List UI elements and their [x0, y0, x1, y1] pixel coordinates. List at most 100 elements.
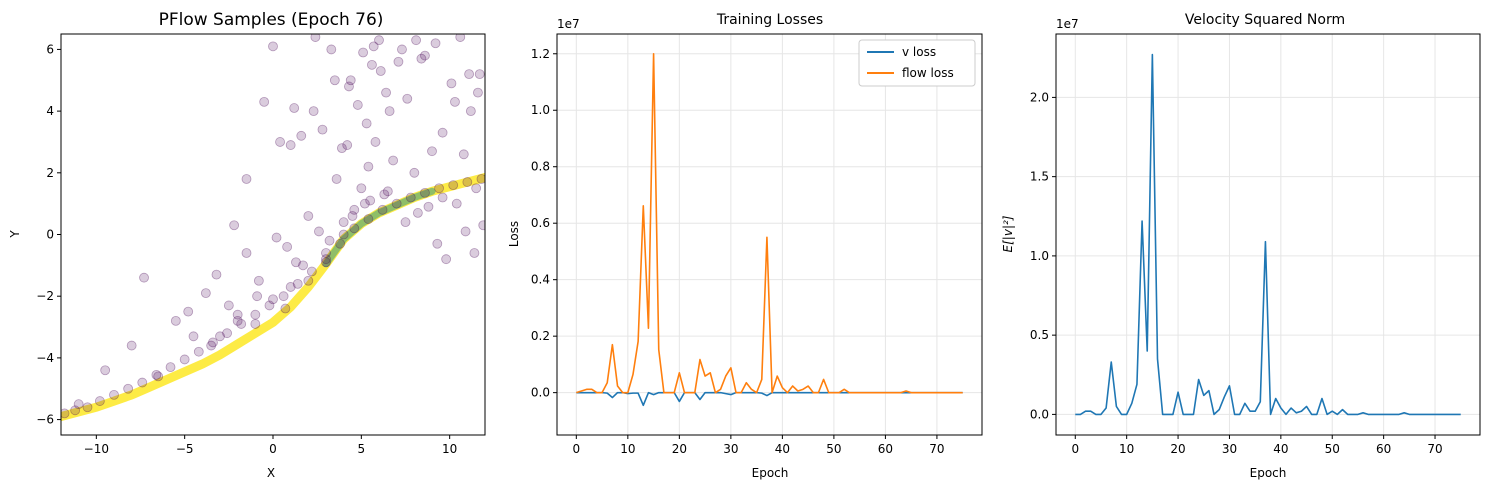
scatter-point	[179, 354, 190, 365]
scatter-point	[211, 269, 222, 280]
scatter-point	[271, 232, 282, 243]
scatter-point	[478, 220, 485, 231]
scatter-point	[321, 248, 331, 258]
scatter-point	[358, 47, 369, 58]
scatter-point	[345, 75, 356, 86]
velocity-xtick-label: 10	[1119, 442, 1134, 456]
density-band-teal	[322, 187, 436, 268]
loss-ytick-label: 1.2	[531, 47, 550, 61]
scatter-point	[321, 254, 331, 265]
scatter-point	[384, 106, 395, 117]
velocity-xtick-label: 40	[1273, 442, 1288, 456]
scatter-point	[382, 186, 393, 197]
scatter-point	[455, 34, 466, 42]
scatter-point	[193, 346, 204, 357]
velocity-xlabel: Epoch	[1250, 466, 1287, 480]
scatter-point	[363, 214, 374, 224]
scatter-point	[331, 174, 342, 184]
velocity-xtick-label: 0	[1071, 442, 1079, 456]
scatter-point	[200, 288, 211, 299]
scatter-point	[324, 235, 335, 246]
velocity-offset-label: 1e7	[1056, 17, 1079, 31]
scatter-point	[241, 174, 252, 184]
legend-label-v-loss: v loss	[902, 45, 936, 59]
loss-axes-frame	[556, 33, 983, 436]
scatter-point	[310, 34, 321, 42]
scatter-point	[344, 81, 354, 92]
velocity-title: Velocity Squared Norm	[1185, 12, 1345, 28]
loss-ylabel: Loss	[507, 221, 521, 247]
velocity-xtick-label: 20	[1170, 442, 1185, 456]
velocity-series-line-0	[1075, 53, 1461, 416]
scatter-point	[137, 377, 148, 388]
loss-ytick-label: 0.4	[531, 273, 550, 287]
scatter-point	[314, 226, 324, 237]
loss-title: Training Losses	[716, 12, 823, 28]
scatter-point	[236, 319, 247, 329]
scatter-point	[416, 53, 427, 64]
scatter-point	[361, 118, 372, 129]
scatter-point	[409, 167, 420, 178]
velocity-xtick-label: 60	[1376, 442, 1391, 456]
scatter-point	[434, 183, 444, 194]
scatter-point	[278, 291, 289, 302]
scatter-point	[473, 87, 483, 98]
scatter-ytick-label: 4	[46, 104, 54, 118]
scatter-point	[206, 340, 217, 351]
scatter-xtick-label: −5	[176, 442, 194, 456]
scatter-point	[241, 248, 252, 258]
scatter-point	[215, 331, 225, 342]
scatter-point	[391, 198, 402, 209]
velocity-xtick-label: 50	[1325, 442, 1340, 456]
scatter-point	[306, 266, 317, 277]
scatter-point	[250, 309, 261, 320]
scatter-point	[336, 143, 347, 154]
scatter-point	[420, 187, 430, 198]
loss-xtick-label: 50	[826, 442, 841, 456]
scatter-point	[381, 87, 391, 98]
scatter-point	[165, 362, 176, 373]
scatter-point	[450, 96, 460, 107]
scatter-point	[441, 254, 452, 265]
loss-xtick-label: 70	[929, 442, 944, 456]
scatter-point	[347, 211, 358, 221]
scatter-point	[420, 50, 430, 61]
scatter-ytick-label: 2	[46, 166, 54, 180]
scatter-point	[329, 75, 340, 86]
scatter-point	[223, 300, 234, 311]
scatter-point	[317, 124, 328, 135]
velocity-xtick-label: 70	[1427, 442, 1442, 456]
loss-offset-label: 1e7	[557, 17, 580, 31]
scatter-point	[367, 59, 377, 70]
scatter-point	[61, 408, 70, 419]
scatter-point	[303, 211, 314, 221]
loss-ytick-label: 1.0	[531, 103, 550, 117]
loss-series-line-flow-loss	[576, 52, 963, 394]
scatter-point	[469, 248, 480, 258]
scatter-point	[349, 204, 360, 215]
scatter-point	[397, 44, 407, 55]
scatter-ytick-label: −2	[36, 289, 54, 303]
scatter-point	[292, 278, 303, 289]
velocity-axes-frame	[1055, 33, 1481, 436]
scatter-point	[208, 337, 218, 348]
scatter-point	[326, 44, 337, 55]
scatter-point	[471, 183, 482, 194]
velocity-ytick-label: 0.0	[1030, 407, 1049, 421]
scatter-ytick-label: −4	[36, 351, 54, 365]
loss-xtick-label: 0	[572, 442, 580, 456]
scatter-ytick-label: 6	[46, 42, 54, 56]
scatter-point	[321, 257, 331, 268]
scatter-point	[338, 229, 349, 240]
scatter-point	[451, 198, 462, 209]
scatter-point	[402, 93, 413, 104]
loss-panel: Training Losses 1e7 0 10 20 30 40 50 60 70 0.0 0.…	[507, 12, 983, 480]
scatter-point	[437, 127, 448, 138]
scatter-point	[377, 204, 388, 215]
loss-xtick-label: 30	[723, 442, 738, 456]
velocity-ytick-label: 1.0	[1030, 249, 1049, 263]
scatter-point	[139, 272, 149, 283]
scatter-point	[464, 69, 475, 79]
scatter-title: PFlow Samples (Epoch 76)	[159, 10, 384, 30]
